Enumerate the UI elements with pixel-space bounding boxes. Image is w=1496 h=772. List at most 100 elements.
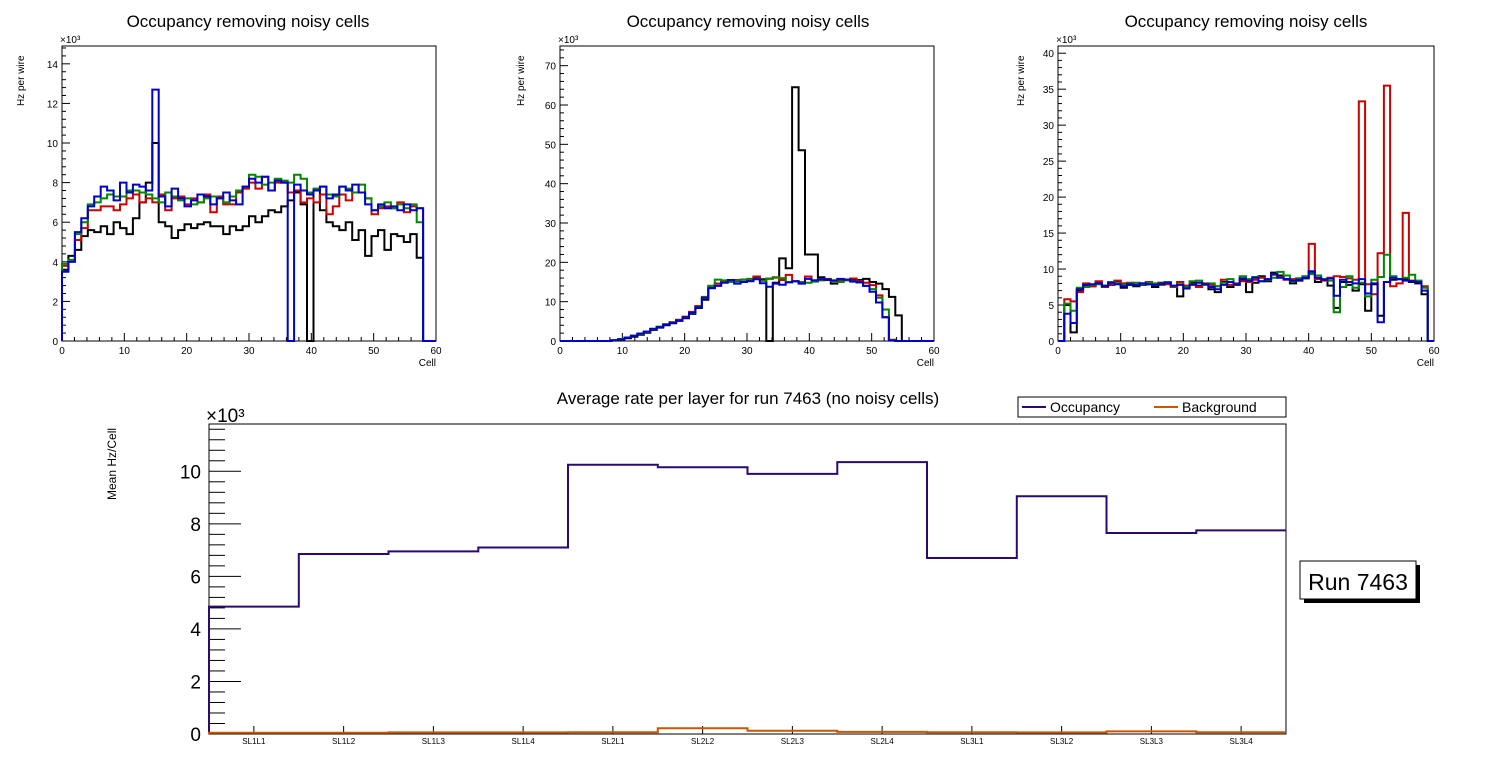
panel-2-series [560, 86, 934, 342]
panel-2-ytick-label: 40 [545, 180, 557, 191]
panel-3-series-black [1058, 271, 1434, 342]
panel-4-category-label: SL3L3 [1140, 737, 1164, 746]
run-label-frame [1299, 560, 1417, 600]
panel-4-ylabel: Mean Hz/Cell [105, 428, 119, 500]
panel-4-ytick-label: 8 [190, 515, 201, 536]
panel-2-ytick-label: 10 [545, 298, 557, 309]
panel-2-ytick-label: 30 [545, 219, 557, 230]
panel-3-xtick-label: 40 [1303, 346, 1315, 357]
panel-1-xtick-label: 40 [306, 346, 318, 357]
panel-3-ytick-label: 5 [1048, 301, 1054, 312]
panel-1-series-blue [61, 88, 436, 342]
panel-3-xtick-label: 10 [1115, 346, 1127, 357]
panel-1-xtick-label: 10 [119, 346, 131, 357]
panel-3-ytick-label: 30 [1043, 121, 1055, 132]
panel-3-series [1058, 84, 1434, 342]
panel-2-xlabel: Cell [917, 358, 934, 369]
panel-2-ylabel: Hz per wire [516, 55, 527, 106]
panel-3-series-blue [1058, 270, 1434, 342]
panel-1-series-black [61, 142, 436, 342]
legend-label-occupancy: Occupancy [1050, 399, 1120, 415]
panel-1-ytick-label: 4 [52, 258, 58, 269]
panel-4-ytick-label: 6 [190, 567, 201, 588]
panel-4-category-label: SL2L2 [691, 737, 715, 746]
panel-1-xtick-label: 50 [368, 346, 380, 357]
panel-2-ytick-label: 50 [545, 140, 557, 151]
panel-4-category-label: SL1L4 [512, 737, 536, 746]
panel-2-xtick-label: 30 [741, 346, 753, 357]
panel-1-ylabel: Hz per wire [16, 55, 27, 106]
panel-3-exponent: ×10³ [1056, 35, 1077, 46]
panel-3-xtick-label: 50 [1366, 346, 1378, 357]
panel-4-ytick-label: 0 [190, 725, 201, 746]
panel-4-category-label: SL1L2 [332, 737, 356, 746]
panel-2-series-red [560, 273, 934, 342]
panel-4-series [208, 461, 1286, 734]
panel-1-ytick-label: 10 [47, 139, 59, 150]
panel-1-xlabel: Cell [419, 358, 436, 369]
panel-4-category-label: SL2L3 [781, 737, 805, 746]
run-label-box: Run 7463 [1299, 560, 1420, 603]
panel-4-axes: 0 2 4 6 8 10 SL1L1 SL1L2 SL1L3 SL1L4 SL2L1 SL2L2 SL2… [180, 428, 1254, 746]
panel-4-category-label: SL3L2 [1050, 737, 1074, 746]
panel-4-ytick-label: 10 [180, 462, 201, 483]
legend-box [1017, 396, 1287, 418]
panel-4-exponent: ×10³ [206, 406, 245, 427]
panel-3-xtick-label: 20 [1178, 346, 1190, 357]
panel-3-ytick-label: 40 [1043, 49, 1055, 60]
panel-2-ytick-label: 20 [545, 258, 557, 269]
panel-3-ytick-label: 35 [1043, 85, 1055, 96]
panel-2-ytick-label: 70 [545, 62, 557, 73]
panel-4-category-label: SL3L4 [1230, 737, 1254, 746]
panel-4-category-label: SL2L1 [601, 737, 625, 746]
panel-1-xtick-label: 0 [59, 346, 65, 357]
panel-2-xtick-label: 60 [928, 346, 940, 357]
panel-3-ylabel: Hz per wire [1016, 55, 1027, 106]
panel-2-xtick-label: 50 [866, 346, 878, 357]
panel-2-series-blue [560, 277, 934, 342]
panel-1: Occupancy removing noisy cells ×10³ Hz p… [16, 12, 442, 369]
panel-2-xtick-label: 0 [557, 346, 563, 357]
panel-1-xtick-label: 60 [430, 346, 442, 357]
panel-2-series-green [560, 276, 934, 342]
panel-4-series-occupancy [208, 461, 1286, 734]
panel-3-axes: 0 10 20 30 40 50 60 0 5 10 15 20 25 30 35 40 [1043, 45, 1440, 357]
panel-1-ytick-label: 6 [52, 218, 58, 229]
panel-3-xlabel: Cell [1417, 358, 1434, 369]
panel-4-ytick-label: 2 [190, 672, 201, 693]
panel-1-ytick-label: 12 [47, 99, 59, 110]
panel-3: Occupancy removing noisy cells ×10³ Hz p… [1016, 12, 1440, 369]
panel-4-frame [208, 423, 1287, 735]
panel-2-xtick-label: 10 [617, 346, 629, 357]
panel-4-category-label: SL2L4 [871, 737, 895, 746]
panel-1-title: Occupancy removing noisy cells [127, 12, 370, 31]
panel-2-title: Occupancy removing noisy cells [627, 12, 870, 31]
panel-4-category-label: SL3L1 [960, 737, 984, 746]
panel-4-category-label: SL1L3 [422, 737, 446, 746]
panel-3-ytick-label: 20 [1043, 193, 1055, 204]
panel-2-exponent: ×10³ [558, 35, 579, 46]
panel-2-axes: 0 10 20 30 40 50 60 0 10 20 30 40 50 60 70 [545, 49, 940, 357]
panel-3-ytick-label: 0 [1048, 337, 1054, 348]
panel-4-ytick-label: 4 [190, 620, 201, 641]
panel-1-axes: 0 10 20 30 40 50 60 0 2 4 6 8 10 12 14 [47, 47, 442, 357]
legend: Occupancy Background [1017, 396, 1287, 418]
panel-2-xtick-label: 20 [679, 346, 691, 357]
panel-3-xtick-label: 0 [1055, 346, 1061, 357]
panel-3-ytick-label: 25 [1043, 157, 1055, 168]
panel-1-ytick-label: 8 [52, 179, 58, 190]
panel-1-ytick-label: 2 [52, 297, 58, 308]
panel-4-category-label: SL1L1 [242, 737, 266, 746]
panel-4-title: Average rate per layer for run 7463 (no … [557, 389, 939, 408]
panel-2-ytick-label: 60 [545, 101, 557, 112]
legend-label-background: Background [1182, 399, 1257, 415]
panel-3-xtick-label: 60 [1428, 346, 1440, 357]
panel-1-exponent: ×10³ [60, 35, 81, 46]
panel-2-xtick-label: 40 [804, 346, 816, 357]
panel-4-series-background [208, 727, 1286, 734]
panel-1-frame [61, 45, 437, 342]
run-label: Run 7463 [1308, 569, 1408, 595]
panel-1-ytick-label: 14 [47, 60, 59, 71]
panel-1-xtick-label: 30 [243, 346, 255, 357]
